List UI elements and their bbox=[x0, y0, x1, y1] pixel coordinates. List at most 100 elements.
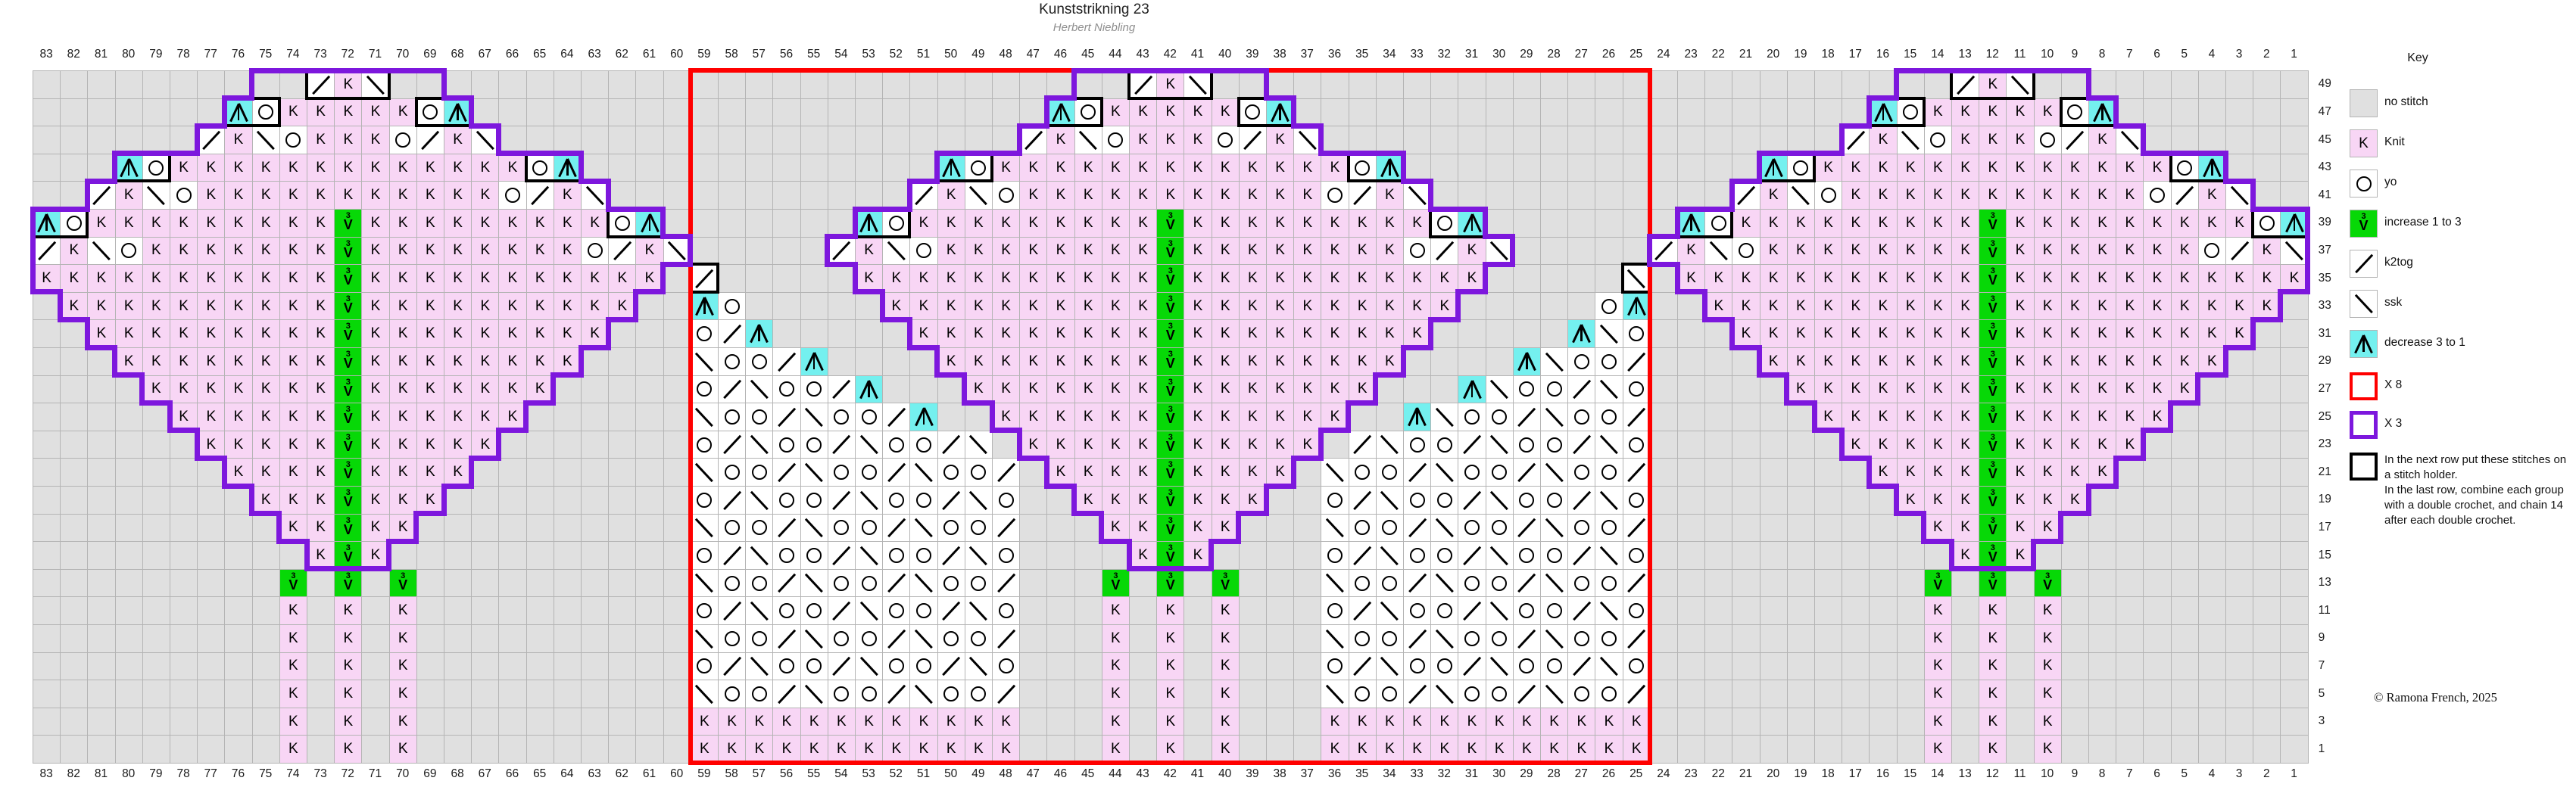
chart-cell: K bbox=[389, 431, 417, 459]
stitch-holder-box bbox=[1950, 69, 2035, 100]
knit-symbol: K bbox=[343, 131, 354, 148]
chart-cell: K bbox=[362, 320, 390, 348]
chart-cell bbox=[582, 126, 610, 154]
knit-symbol: K bbox=[1796, 214, 1806, 231]
chart-cell: K bbox=[2061, 320, 2089, 348]
chart-cell bbox=[2089, 652, 2117, 681]
knit-symbol: K bbox=[453, 187, 463, 204]
chart-cell bbox=[828, 126, 856, 154]
knit-symbol: K bbox=[260, 436, 271, 453]
chart-cell: K bbox=[1924, 182, 1952, 210]
knit-symbol: K bbox=[1960, 159, 1970, 176]
knit-symbol: K bbox=[398, 436, 408, 453]
chart-cell: K bbox=[499, 265, 527, 293]
chart-cell: K bbox=[2144, 292, 2172, 321]
page-title: Kunststrikning 23 bbox=[1039, 2, 1149, 17]
chart-cell bbox=[582, 625, 610, 653]
knit-symbol: K bbox=[1988, 602, 1998, 619]
column-label-top: 64 bbox=[560, 48, 574, 61]
chart-cell bbox=[362, 708, 390, 736]
knit-symbol: K bbox=[1741, 214, 1751, 231]
chart-cell bbox=[499, 708, 527, 736]
column-label-bottom: 47 bbox=[1026, 767, 1040, 780]
knit-symbol: K bbox=[1960, 242, 1970, 259]
knit-symbol: K bbox=[2042, 214, 2053, 231]
chart-cell bbox=[499, 625, 527, 653]
k2tog-symbol bbox=[1737, 185, 1755, 205]
column-label-bottom: 59 bbox=[697, 767, 711, 780]
chart-cell: K bbox=[335, 625, 363, 653]
chart-cell bbox=[61, 403, 89, 431]
chart-cell bbox=[389, 71, 417, 99]
column-label-top: 33 bbox=[1410, 48, 1424, 61]
chart-cell: K bbox=[279, 459, 307, 487]
knit-symbol: K bbox=[370, 353, 381, 369]
chart-cell: K bbox=[444, 210, 472, 238]
chart-cell bbox=[198, 514, 226, 543]
chart-cell bbox=[1678, 542, 1706, 570]
chart-cell bbox=[2116, 98, 2144, 127]
chart-cell: K bbox=[225, 210, 253, 238]
chart-cell: K bbox=[252, 182, 280, 210]
chart-cell bbox=[2253, 680, 2281, 708]
chart-cell bbox=[609, 514, 637, 543]
chart-cell: K bbox=[389, 210, 417, 238]
knit-symbol: K bbox=[1330, 159, 1340, 176]
chart-cell bbox=[252, 652, 280, 681]
chart-cell bbox=[499, 431, 527, 459]
chart-cell bbox=[2226, 514, 2254, 543]
chart-cell bbox=[2144, 542, 2172, 570]
knit-symbol: K bbox=[1768, 214, 1779, 231]
knit-symbol: K bbox=[343, 159, 354, 176]
knit-symbol: K bbox=[2125, 436, 2135, 453]
chart-cell bbox=[582, 652, 610, 681]
chart-cell: K bbox=[225, 182, 253, 210]
chart-cell: K bbox=[444, 375, 472, 404]
chart-cell bbox=[362, 652, 390, 681]
chart-cell bbox=[2144, 652, 2172, 681]
knit-symbol: K bbox=[288, 630, 298, 646]
chart-cell bbox=[1650, 71, 1678, 99]
knit-symbol: K bbox=[1878, 436, 1888, 453]
chart-cell bbox=[582, 431, 610, 459]
knit-symbol: K bbox=[288, 713, 298, 729]
knit-symbol: K bbox=[179, 214, 189, 231]
column-label-top: 72 bbox=[341, 48, 354, 61]
chart-cell: K bbox=[252, 348, 280, 376]
knit-symbol: K bbox=[288, 187, 298, 204]
chart-cell bbox=[142, 182, 170, 210]
chart-cell bbox=[2116, 569, 2144, 598]
chart-cell bbox=[746, 98, 774, 127]
chart-cell: K bbox=[2007, 514, 2035, 543]
chart-cell bbox=[636, 625, 664, 653]
knit-symbol: K bbox=[398, 602, 408, 619]
chart-cell bbox=[883, 98, 911, 127]
chart-cell: K bbox=[389, 403, 417, 431]
chart-cell bbox=[2171, 736, 2199, 764]
chart-cell bbox=[582, 597, 610, 625]
chart-cell bbox=[1732, 708, 1760, 736]
knit-symbol: K bbox=[2070, 214, 2080, 231]
chart-cell bbox=[1705, 375, 1733, 404]
knit-symbol: K bbox=[288, 381, 298, 397]
chart-cell bbox=[472, 71, 500, 99]
chart-cell bbox=[115, 736, 143, 764]
chart-cell: K bbox=[472, 403, 500, 431]
chart-cell: K bbox=[582, 210, 610, 238]
chart-cell: K bbox=[1924, 98, 1952, 127]
chart-cell bbox=[2281, 569, 2309, 598]
knit-symbol: K bbox=[1741, 297, 1751, 314]
chart-cell bbox=[1732, 431, 1760, 459]
repeat-3-outline-segment bbox=[2277, 289, 2311, 295]
knit-symbol: K bbox=[1686, 269, 1696, 286]
knit-symbol: K bbox=[2015, 381, 2026, 397]
chart-cell bbox=[663, 459, 691, 487]
chart-cell: K bbox=[88, 292, 116, 321]
chart-cell bbox=[1376, 98, 1404, 127]
chart-cell bbox=[198, 597, 226, 625]
chart-cell: K bbox=[225, 265, 253, 293]
chart-cell bbox=[1842, 597, 1870, 625]
